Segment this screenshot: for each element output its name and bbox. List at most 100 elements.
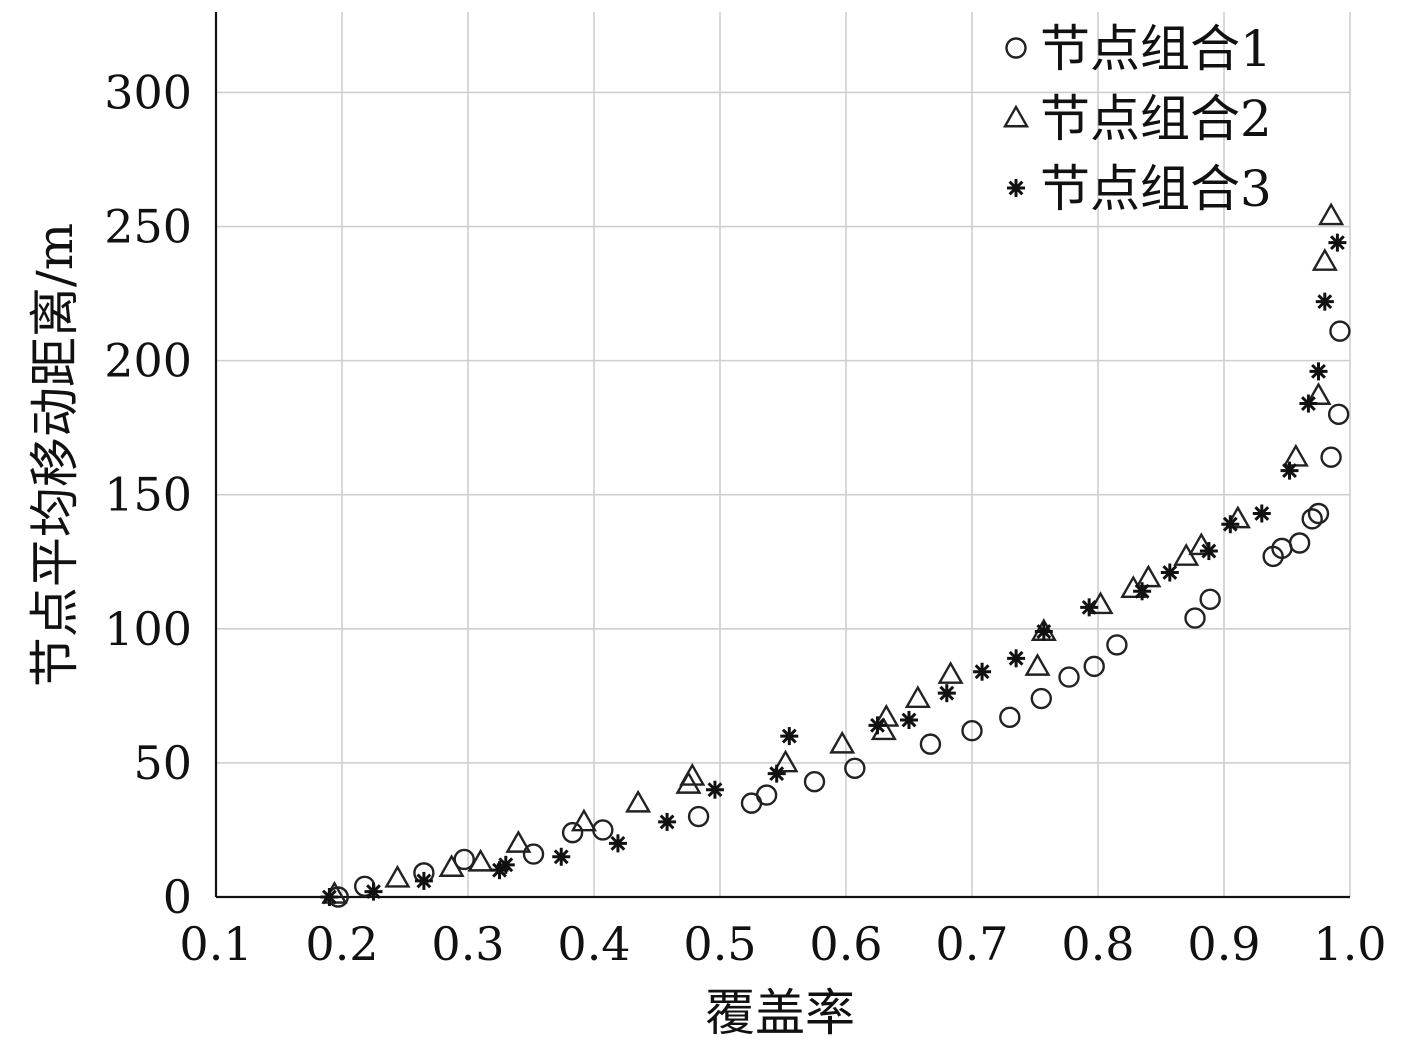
- series-1: [327, 320, 1351, 908]
- x-tick-label: 0.5: [683, 917, 756, 971]
- series-2: [321, 202, 1345, 904]
- grid-lines: [216, 12, 1351, 897]
- data-point: [1252, 504, 1271, 523]
- legend-entry: 节点组合1: [1005, 20, 1272, 78]
- data-point: [1024, 652, 1051, 676]
- series-3: [320, 233, 1347, 906]
- x-tick-label: 0.7: [935, 917, 1008, 971]
- data-point: [1199, 542, 1218, 561]
- data-point: [679, 762, 706, 786]
- x-tick-label: 0.9: [1187, 917, 1260, 971]
- y-tick-label: 50: [133, 736, 192, 790]
- data-point: [772, 749, 799, 773]
- y-tick-label: 200: [104, 334, 192, 388]
- data-point: [1305, 382, 1332, 405]
- data-point: [904, 685, 931, 708]
- data-point: [1311, 247, 1338, 271]
- data-point: [999, 706, 1021, 729]
- axes: [214, 12, 1350, 899]
- data-point: [1309, 362, 1328, 381]
- x-tick-label: 0.8: [1061, 917, 1134, 971]
- legend-entry: 节点组合3: [1007, 160, 1272, 218]
- y-tick-label: 150: [104, 468, 192, 522]
- legend-marker: [1005, 37, 1027, 59]
- data-point: [561, 821, 584, 844]
- data-point: [1221, 515, 1240, 534]
- data-point: [803, 770, 826, 793]
- data-point: [705, 780, 724, 799]
- data-point: [1133, 582, 1152, 601]
- data-point: [1329, 320, 1351, 342]
- data-point: [844, 757, 866, 779]
- legend-entry: 节点组合2: [1002, 90, 1272, 148]
- data-point: [1318, 202, 1345, 226]
- x-axis-title: 覆盖率: [705, 984, 855, 1042]
- data-point: [364, 882, 383, 901]
- data-point: [320, 888, 339, 906]
- y-tick-label: 300: [104, 65, 192, 119]
- data-point: [1327, 403, 1350, 425]
- data-point: [467, 848, 494, 872]
- y-tick-label: 250: [104, 200, 192, 254]
- data-point: [1184, 607, 1206, 629]
- data-point: [973, 662, 992, 681]
- x-tick-label: 0.6: [809, 917, 882, 971]
- data-point: [1160, 563, 1179, 582]
- x-tick-label: 0.3: [431, 917, 504, 971]
- data-point: [625, 789, 652, 813]
- data-point: [1030, 687, 1053, 710]
- data-point: [755, 784, 778, 806]
- data-point: [937, 684, 956, 703]
- data-point: [1280, 461, 1299, 480]
- data-point: [438, 854, 465, 877]
- data-point: [961, 720, 983, 742]
- legend: 节点组合1 节点组合2 节点组合3: [1002, 20, 1272, 218]
- data-point: [453, 848, 475, 871]
- data-point: [780, 727, 799, 746]
- data-point: [1288, 532, 1311, 554]
- y-tick-label: 0: [163, 870, 192, 924]
- data-point: [1224, 505, 1251, 529]
- x-tick-label: 1.0: [1313, 917, 1386, 971]
- data-point: [1080, 598, 1099, 617]
- y-tick-label: 100: [104, 602, 192, 656]
- data-point: [1007, 649, 1026, 668]
- y-axis-title: 节点平均移动距离/m: [26, 223, 84, 687]
- data-point: [608, 834, 627, 853]
- data-point: [1307, 502, 1330, 525]
- data-point: [868, 716, 887, 735]
- data-point: [767, 764, 786, 783]
- data-point: [829, 730, 856, 754]
- data-point: [1058, 666, 1080, 688]
- data-point: [1299, 394, 1318, 413]
- data-point: [919, 733, 942, 755]
- tick-labels: 0.1 0.2 0.3 0.4 0.5 0.6 0.7 0.8 0.9 1.0 0 50 100 150 2…: [104, 65, 1386, 971]
- data-point: [1034, 622, 1053, 641]
- data-point: [552, 847, 571, 866]
- legend-marker: [1007, 179, 1025, 197]
- data-point: [1106, 634, 1128, 656]
- data-marks: [320, 202, 1351, 908]
- data-point: [675, 770, 702, 794]
- data-point: [900, 711, 918, 729]
- data-point: [658, 812, 677, 831]
- x-tick-label: 0.2: [305, 917, 378, 971]
- data-point: [1328, 233, 1347, 252]
- data-point: [414, 871, 433, 890]
- data-point: [937, 660, 964, 684]
- legend-marker: [1002, 104, 1030, 128]
- data-point: [1188, 532, 1215, 556]
- data-point: [1199, 588, 1221, 611]
- data-point: [505, 829, 532, 853]
- data-point: [1301, 508, 1323, 530]
- data-point: [1083, 655, 1105, 678]
- legend-label: 节点组合3: [1040, 160, 1272, 218]
- data-point: [1315, 292, 1334, 311]
- data-point: [570, 808, 597, 832]
- x-tick-label: 0.4: [557, 917, 630, 971]
- legend-label: 节点组合2: [1040, 90, 1272, 148]
- legend-label: 节点组合1: [1040, 20, 1272, 78]
- data-point: [384, 864, 411, 888]
